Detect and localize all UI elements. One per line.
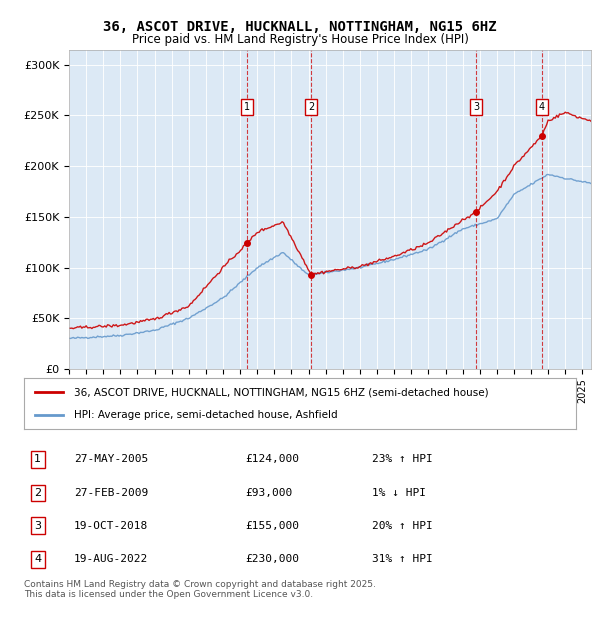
- Text: 2: 2: [308, 102, 314, 112]
- Text: 1: 1: [34, 454, 41, 464]
- Text: HPI: Average price, semi-detached house, Ashfield: HPI: Average price, semi-detached house,…: [74, 410, 337, 420]
- Text: Contains HM Land Registry data © Crown copyright and database right 2025.
This d: Contains HM Land Registry data © Crown c…: [24, 580, 376, 599]
- Text: 31% ↑ HPI: 31% ↑ HPI: [372, 554, 433, 564]
- Text: 1% ↓ HPI: 1% ↓ HPI: [372, 488, 426, 498]
- Text: £230,000: £230,000: [245, 554, 299, 564]
- Text: £93,000: £93,000: [245, 488, 292, 498]
- Text: 1: 1: [244, 102, 250, 112]
- Text: 27-FEB-2009: 27-FEB-2009: [74, 488, 148, 498]
- Text: 23% ↑ HPI: 23% ↑ HPI: [372, 454, 433, 464]
- Text: £155,000: £155,000: [245, 521, 299, 531]
- Text: Price paid vs. HM Land Registry's House Price Index (HPI): Price paid vs. HM Land Registry's House …: [131, 33, 469, 46]
- Text: 19-AUG-2022: 19-AUG-2022: [74, 554, 148, 564]
- Text: 4: 4: [34, 554, 41, 564]
- Text: 36, ASCOT DRIVE, HUCKNALL, NOTTINGHAM, NG15 6HZ (semi-detached house): 36, ASCOT DRIVE, HUCKNALL, NOTTINGHAM, N…: [74, 388, 488, 397]
- Text: 3: 3: [473, 102, 479, 112]
- Text: 2: 2: [34, 488, 41, 498]
- Text: 36, ASCOT DRIVE, HUCKNALL, NOTTINGHAM, NG15 6HZ: 36, ASCOT DRIVE, HUCKNALL, NOTTINGHAM, N…: [103, 20, 497, 34]
- Text: 20% ↑ HPI: 20% ↑ HPI: [372, 521, 433, 531]
- Text: 27-MAY-2005: 27-MAY-2005: [74, 454, 148, 464]
- Text: £124,000: £124,000: [245, 454, 299, 464]
- Text: 3: 3: [34, 521, 41, 531]
- Text: 4: 4: [539, 102, 545, 112]
- Text: 19-OCT-2018: 19-OCT-2018: [74, 521, 148, 531]
